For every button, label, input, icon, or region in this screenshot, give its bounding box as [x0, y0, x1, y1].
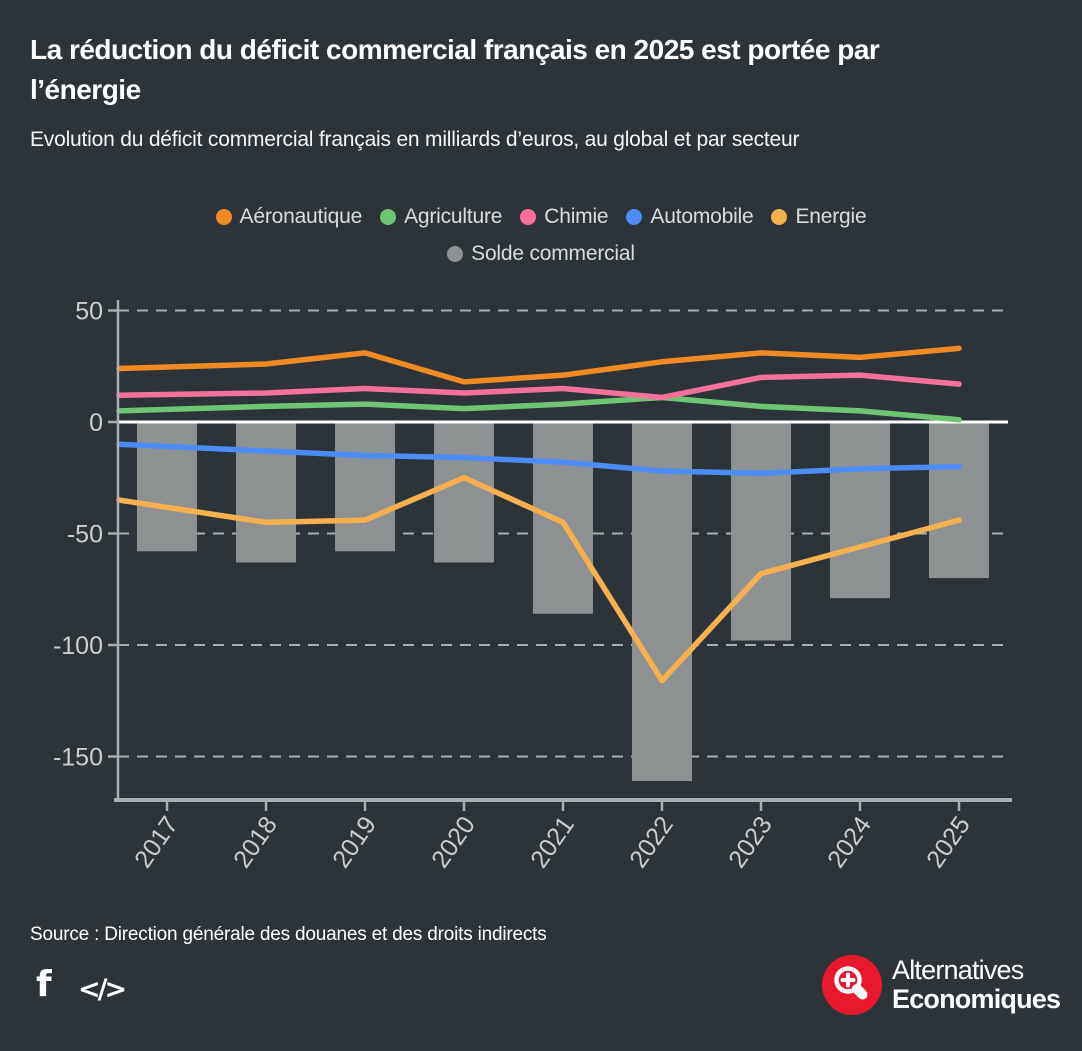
legend-item-aeronautique[interactable]: Aéronautique: [215, 205, 363, 229]
legend-label: Solde commercial: [471, 242, 635, 265]
bar-2018[interactable]: [236, 422, 296, 563]
x-tick-label-2022: 2022: [624, 811, 679, 873]
bar-2024[interactable]: [830, 422, 890, 599]
legend-dot-solde-commercial: [447, 246, 464, 262]
embed-code-icon[interactable]: </>: [78, 974, 127, 1005]
x-tick-label-2019: 2019: [327, 811, 382, 873]
y-tick-label: -100: [53, 632, 103, 660]
legend-item-energie[interactable]: Energie: [771, 205, 867, 229]
legend-item-automobile[interactable]: Automobile: [626, 205, 754, 229]
bar-2022[interactable]: [632, 422, 692, 782]
line-energie[interactable]: [116, 475, 962, 684]
zoom-plus-icon: [834, 966, 868, 1000]
x-tick-label-2024: 2024: [822, 811, 877, 873]
bar-2020[interactable]: [434, 422, 494, 563]
page-title: La réduction du déficit commercial franç…: [30, 34, 880, 105]
source-note: Source : Direction générale des douanes …: [30, 924, 547, 945]
legend-dot-automobile: [626, 209, 643, 225]
facebook-icon[interactable]: f: [36, 964, 52, 1005]
line-chimie[interactable]: [116, 372, 962, 401]
legend-item-chimie[interactable]: Chimie: [520, 205, 609, 229]
legend-dot-agriculture: [380, 209, 397, 225]
y-tick-label: 0: [89, 409, 103, 437]
brand-line1: Alternatives: [892, 955, 1024, 985]
x-tick-label-2021: 2021: [525, 811, 580, 873]
bar-2019[interactable]: [335, 422, 395, 552]
alternatives-economiques-logo[interactable]: [822, 955, 882, 1015]
line-aeronautique[interactable]: [116, 345, 962, 385]
y-tick-label: -50: [67, 521, 103, 549]
legend-label: Automobile: [650, 205, 754, 228]
bar-2017[interactable]: [137, 422, 197, 552]
line-agriculture[interactable]: [116, 394, 962, 423]
x-tick-label-2025: 2025: [921, 811, 976, 873]
legend-row-bars: Solde commercial: [0, 239, 1082, 269]
legend-label: Chimie: [544, 205, 609, 228]
line-automobile[interactable]: [116, 441, 962, 477]
legend-label: Agriculture: [404, 205, 503, 228]
x-tick-label-2018: 2018: [228, 811, 283, 873]
bar-2021[interactable]: [533, 422, 593, 614]
page-subtitle: Evolution du déficit commercial français…: [30, 128, 800, 151]
x-tick-label-2017: 2017: [129, 811, 184, 873]
legend-dot-aeronautique: [215, 209, 232, 225]
brand-name: Alternatives Economiques: [892, 955, 1061, 1014]
legend-dot-chimie: [520, 209, 537, 225]
legend-dot-energie: [771, 209, 788, 225]
bars-solde-commercial[interactable]: [137, 422, 989, 782]
legend-label: Energie: [795, 205, 867, 228]
bar-2023[interactable]: [731, 422, 791, 641]
y-tick-label: 50: [75, 298, 103, 326]
legend-item-solde-commercial[interactable]: Solde commercial: [447, 242, 635, 266]
x-tick-label-2023: 2023: [723, 811, 778, 873]
y-tick-label: -150: [53, 744, 103, 772]
bar-2025[interactable]: [929, 422, 989, 579]
x-tick-label-2020: 2020: [426, 811, 481, 873]
legend-row-lines: Aéronautique Agriculture Chimie Automobile E…: [0, 202, 1082, 232]
brand-line2: Economiques: [892, 984, 1061, 1014]
legend-item-agriculture[interactable]: Agriculture: [380, 205, 502, 229]
legend-label: Aéronautique: [239, 205, 363, 228]
